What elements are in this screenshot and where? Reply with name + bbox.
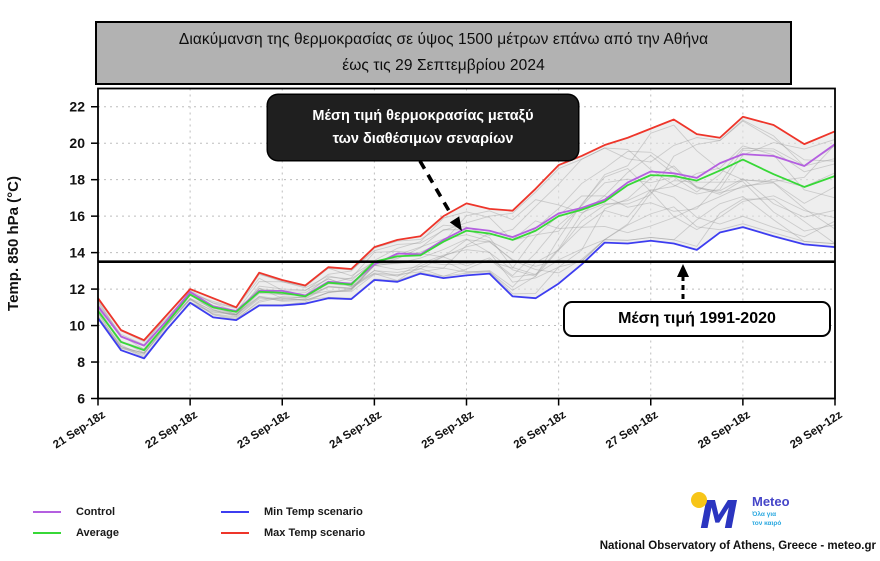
legend-label: Max Temp scenario <box>264 527 366 539</box>
svg-text:6: 6 <box>77 391 85 407</box>
ensemble-mean-callout-line2: των διαθέσιμων σεναρίων <box>332 130 514 147</box>
legend-label: Min Temp scenario <box>264 506 363 518</box>
legend-item-average: Average <box>33 526 185 540</box>
chart-title-line1: Διακύμανση της θερμοκρασίας σε ύψος 1500… <box>178 31 709 49</box>
svg-text:26 Sep-18z: 26 Sep-18z <box>512 409 569 452</box>
svg-text:29 Sep-12z: 29 Sep-12z <box>788 409 845 452</box>
meteo-logo: M Meteo Όλα για τον καιρό <box>686 488 796 537</box>
svg-text:8: 8 <box>77 354 85 370</box>
svg-text:23 Sep-18z: 23 Sep-18z <box>235 409 292 452</box>
legend-swatch <box>221 510 249 514</box>
climatology-callout-label: Μέση τιμή 1991-2020 <box>618 310 776 327</box>
svg-text:21 Sep-18z: 21 Sep-18z <box>51 409 108 452</box>
svg-text:18: 18 <box>69 172 85 188</box>
svg-text:28 Sep-18z: 28 Sep-18z <box>696 409 753 452</box>
ensemble-mean-callout-line1: Μέση τιμή θερμοκρασίας μεταξύ <box>312 108 534 125</box>
svg-text:Temp. 850 hPa (°C): Temp. 850 hPa (°C) <box>5 176 22 311</box>
logo-sun-dot <box>691 492 707 508</box>
chart-title-box: Διακύμανση της θερμοκρασίας σε ύψος 1500… <box>95 21 792 85</box>
svg-text:24 Sep-18z: 24 Sep-18z <box>328 409 385 452</box>
brand-name: Meteo <box>752 494 790 509</box>
legend-label: Control <box>76 506 116 518</box>
meteo-logo-icon: M <box>691 492 738 537</box>
svg-text:16: 16 <box>69 208 85 224</box>
attribution-text: National Observatory of Athens, Greece -… <box>599 540 876 552</box>
legend-swatch <box>221 531 249 535</box>
svg-text:10: 10 <box>69 318 85 334</box>
legend-item-control: Control <box>33 505 185 519</box>
brand-tagline: Όλα για τον καιρό <box>752 511 782 527</box>
svg-text:20: 20 <box>69 135 85 151</box>
svg-text:14: 14 <box>69 245 85 261</box>
svg-text:12: 12 <box>69 281 85 297</box>
legend-label: Average <box>76 527 120 539</box>
legend-item-max-temp-scenario: Max Temp scenario <box>221 526 365 540</box>
chart-title-line2: έως τις 29 Σεπτεμβρίου 2024 <box>342 57 545 74</box>
svg-text:25 Sep-18z: 25 Sep-18z <box>420 409 477 452</box>
legend-swatch <box>33 531 61 535</box>
svg-text:22: 22 <box>69 99 85 115</box>
climatology-callout: Μέση τιμή 1991-2020 <box>563 301 831 337</box>
legend-item-min-temp-scenario: Min Temp scenario <box>221 505 365 519</box>
svg-text:27 Sep-18z: 27 Sep-18z <box>604 409 661 452</box>
chart-legend: Control Min Temp scenario Average Max Temp … <box>33 505 365 540</box>
svg-text:22 Sep-18z: 22 Sep-18z <box>143 409 200 452</box>
legend-swatch <box>33 510 61 514</box>
ensemble-mean-callout: Μέση τιμή θερμοκρασίας μεταξύ των διαθέσ… <box>268 95 578 160</box>
